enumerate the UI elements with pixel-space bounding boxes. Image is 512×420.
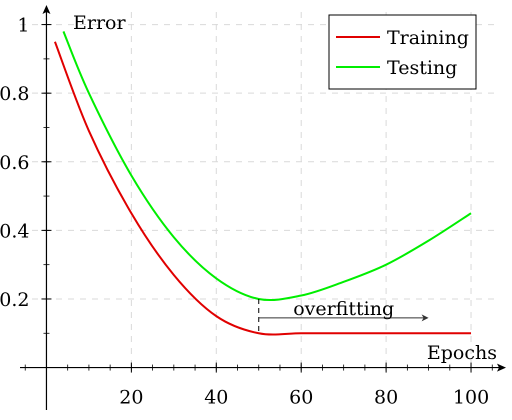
x-tick-label: 60 <box>289 387 313 409</box>
y-axis-title: Error <box>73 12 126 34</box>
overfitting-arrowhead <box>421 314 429 322</box>
legend: Training Testing <box>328 14 477 90</box>
legend-label-testing: Testing <box>387 57 457 79</box>
series-lines <box>54 31 472 336</box>
x-axis-arrowhead <box>497 363 506 372</box>
series-line-training <box>54 41 472 336</box>
legend-label-training: Training <box>387 27 469 49</box>
y-axis-arrowhead <box>42 5 51 14</box>
overfitting-label: overfitting <box>293 298 394 320</box>
series-line-testing <box>62 31 472 302</box>
y-tick-label: 0.4 <box>0 220 29 242</box>
overfitting-annotation: overfitting <box>258 298 429 334</box>
x-axis-title: Epochs <box>427 342 497 364</box>
y-tick-label: 0.2 <box>0 289 29 311</box>
x-tick-label: 20 <box>119 387 143 409</box>
tick-labels: 20 40 60 80 100 0.2 0.4 0.6 0.8 1 <box>0 15 489 409</box>
ticks <box>41 24 472 373</box>
x-tick-label: 100 <box>453 387 489 409</box>
axes <box>20 5 506 410</box>
y-tick-label: 1 <box>17 15 29 37</box>
x-tick-label: 80 <box>374 387 398 409</box>
y-tick-label: 0.8 <box>0 83 29 105</box>
y-tick-label: 0.6 <box>0 152 29 174</box>
legend-box <box>328 14 477 90</box>
x-tick-label: 40 <box>204 387 228 409</box>
